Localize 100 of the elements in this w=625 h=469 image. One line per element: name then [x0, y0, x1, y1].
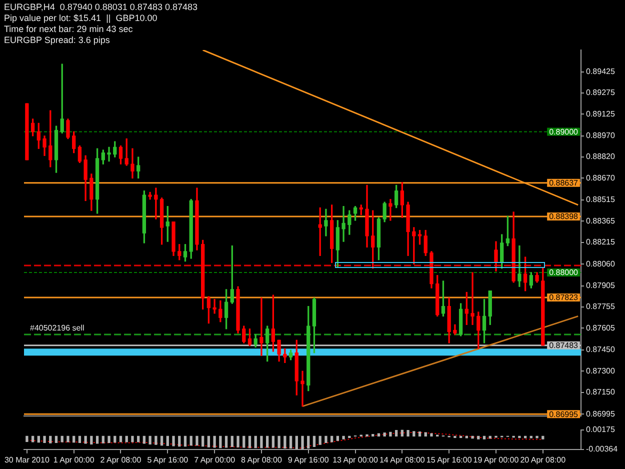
bar [84, 436, 87, 444]
ref-line-label: 0.87483 [549, 341, 579, 350]
bar [49, 436, 52, 444]
bar [190, 436, 192, 446]
bar [260, 436, 263, 448]
bar [154, 436, 158, 445]
x-tick-label: 8 Apr 08:00 [240, 455, 282, 464]
bar [406, 430, 410, 436]
bar [301, 436, 304, 450]
bar [278, 436, 280, 448]
bar [102, 436, 104, 444]
y-tick-label: 0.88515 [586, 195, 616, 204]
bar [318, 436, 322, 445]
bar [307, 436, 310, 448]
bar [542, 436, 544, 440]
bar [66, 436, 70, 442]
y-tick-label: 0.88365 [586, 216, 616, 226]
bar [465, 436, 468, 438]
candlestick [260, 298, 264, 356]
bar [178, 436, 181, 447]
ref-line-label: 0.89000 [549, 127, 579, 136]
bar [184, 436, 187, 447]
bar [160, 436, 164, 446]
candlestick [300, 370, 304, 407]
text: Pip value per lot: $15.41 || GBP10.00 [4, 12, 158, 23]
bar [60, 436, 64, 442]
bar [266, 436, 269, 448]
bar [96, 436, 99, 444]
y-tick-label: 0.88670 [586, 173, 616, 182]
candlestick [130, 148, 134, 178]
y-tick-label: 0.87905 [586, 281, 616, 290]
ref-line-label: 0.88000 [549, 268, 579, 278]
y-tick-label: 0.87605 [586, 323, 616, 332]
bar [142, 436, 146, 444]
bar [254, 436, 257, 448]
y-tick-label: 0.00175 [586, 425, 616, 434]
y-tick-label: 0.87450 [586, 345, 616, 354]
bar [201, 436, 204, 447]
x-tick-label: 30 Mar 2010 [4, 455, 50, 464]
bar [284, 436, 286, 448]
bar [336, 436, 340, 441]
bar [119, 436, 122, 442]
y-tick-label: 0.88970 [586, 131, 616, 140]
bar [26, 436, 28, 442]
candlestick [324, 208, 328, 236]
candlestick [342, 206, 346, 242]
chart-title: EURGBP,H4 0.87940 0.88031 0.87483 0.87483 [4, 2, 198, 12]
text: EURGBP Spread: 3.6 pips [4, 34, 110, 45]
bar [54, 436, 58, 444]
bar [230, 436, 234, 448]
y-tick-label: 0.88060 [586, 259, 616, 268]
bar [524, 436, 527, 438]
bar [430, 433, 433, 436]
bar [148, 436, 152, 444]
bar [295, 436, 298, 450]
bar [530, 436, 532, 438]
bar [172, 436, 175, 446]
x-tick-label: 2 Apr 08:00 [100, 455, 142, 464]
bar [219, 436, 222, 448]
bar [272, 436, 275, 448]
ref-line-label: 0.86995 [549, 410, 579, 419]
bar [224, 436, 228, 448]
bar [236, 436, 240, 448]
y-tick-label: 0.87755 [586, 302, 616, 312]
x-tick-label: 15 Apr 16:00 [426, 455, 472, 464]
y-tick-label: -0.00364 [586, 444, 618, 454]
text: Time for next bar: 29 min 43 sec [4, 24, 134, 34]
bar [31, 436, 34, 442]
candlestick [518, 245, 522, 287]
y-tick-label: 0.86995 [586, 409, 616, 418]
bar [412, 431, 416, 436]
y-tick-label: 0.88820 [586, 152, 616, 162]
x-tick-label: 5 Apr 16:00 [147, 455, 189, 464]
bar [196, 436, 198, 446]
bar [477, 436, 480, 440]
x-tick-label: 20 Apr 08:00 [520, 455, 566, 464]
x-tick-label: 19 Apr 00:00 [473, 455, 520, 464]
bar [207, 436, 210, 448]
bar [383, 432, 386, 436]
y-tick-label: 0.89125 [586, 109, 616, 118]
x-tick-label: 7 Apr 00:00 [194, 455, 236, 464]
bar [394, 430, 398, 436]
bar [213, 436, 216, 448]
y-tick-label: 0.88215 [586, 237, 616, 246]
bar [78, 436, 82, 444]
bar [242, 436, 246, 448]
bar [166, 436, 169, 446]
candlestick [107, 146, 111, 162]
bar [137, 436, 140, 442]
bar [418, 431, 422, 436]
ref-line-label: #40502196 sell [30, 324, 84, 333]
y-tick-label: 0.87300 [586, 366, 616, 376]
bar [131, 436, 134, 442]
bar [43, 436, 46, 444]
bar [330, 436, 334, 442]
bar [389, 432, 392, 436]
y-tick-label: 0.87150 [586, 387, 616, 396]
x-tick-label: 14 Apr 08:00 [379, 455, 426, 464]
candlestick [388, 198, 392, 221]
y-tick-label: 0.89425 [586, 67, 616, 76]
